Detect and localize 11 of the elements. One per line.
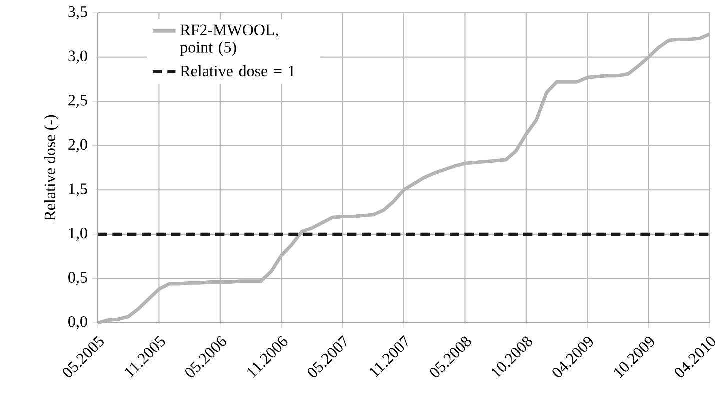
y-tick-label: 2,0 — [68, 139, 88, 152]
y-tick-label: 3,0 — [68, 50, 88, 64]
y-tick-label: 1,5 — [69, 184, 88, 197]
y-tick-label: 0,0 — [68, 316, 88, 330]
legend-label: Relative dose = 1 — [180, 65, 295, 77]
y-tick-label: 2,5 — [68, 95, 88, 108]
legend-label: RF2-MWOOL, point (5) — [180, 24, 278, 56]
y-axis-title: Relative dose (-) — [44, 115, 59, 221]
y-tick-label: 3,5 — [68, 6, 88, 20]
y-tick-label: 1,0 — [69, 228, 88, 241]
y-tick-label: 0,5 — [68, 272, 88, 286]
